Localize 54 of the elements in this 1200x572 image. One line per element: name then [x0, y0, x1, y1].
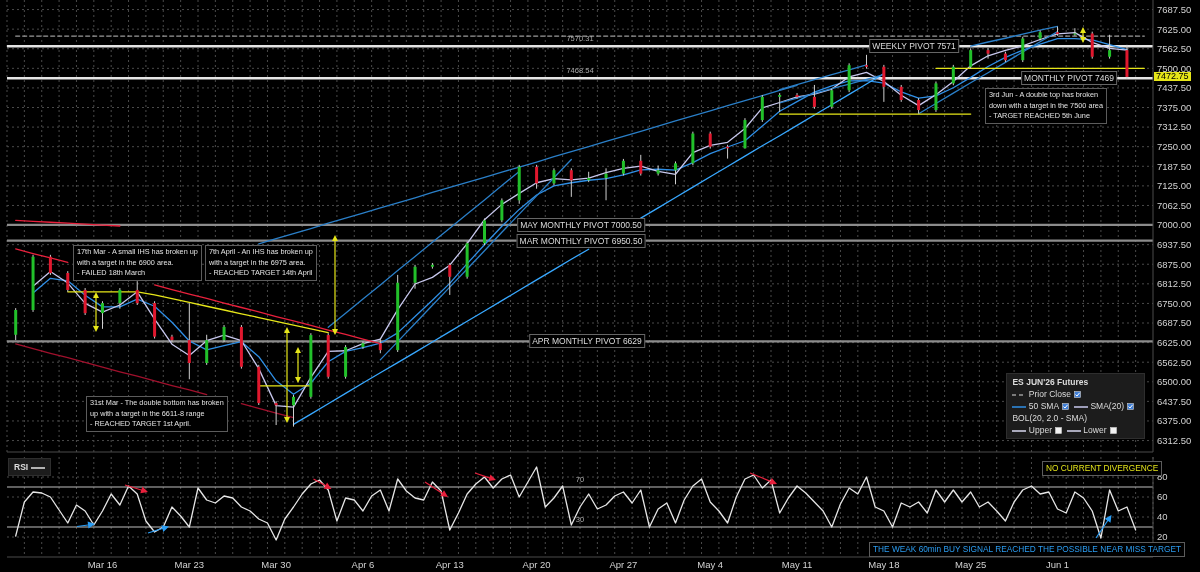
x-tick-label: May 4 [697, 558, 724, 570]
annotation: NO CURRENT DIVERGENCE [1046, 463, 1159, 473]
y-tick-label: 7562.50 [1157, 43, 1192, 55]
y-tick-label: 6875.00 [1157, 258, 1192, 270]
y-tick-label: 7687.50 [1157, 3, 1192, 15]
x-tick-label: Mar 23 [174, 558, 205, 570]
y-tick-label: 7125.00 [1157, 180, 1192, 192]
x-tick-label: Mar 30 [261, 558, 291, 570]
annotation: WEEKLY PIVOT 7571 [872, 41, 956, 52]
y-tick-label: 7625.00 [1157, 23, 1192, 35]
legend-label: SMA(20) [1090, 401, 1124, 411]
y-tick-label: 6937.50 [1157, 239, 1192, 251]
legend-title: ES JUN'26 Futures [1012, 377, 1089, 387]
x-tick-label: Apr 6 [351, 558, 375, 570]
x-tick-label: May 18 [868, 558, 900, 570]
y-tick-label: 6312.50 [1157, 434, 1192, 446]
y-tick-label: 6437.50 [1157, 395, 1192, 407]
annotation: BOL(20, 2.0 - SMA) [1012, 413, 1088, 423]
y-tick-label: 6500.00 [1157, 376, 1192, 388]
annotation: MAR MONTHLY PIVOT 6950.50 [519, 235, 643, 246]
y-tick-label: 6625.00 [1157, 336, 1192, 348]
y-tick-label: 40 [1157, 511, 1168, 523]
x-tick-label: May 25 [955, 558, 987, 570]
annotation: APR MONTHLY PIVOT 6629 [532, 336, 642, 347]
legend-label: Upper [1028, 425, 1052, 435]
legend-label: Prior Close [1028, 389, 1071, 399]
y-tick-label: 7187.50 [1157, 160, 1192, 172]
y-tick-label: 7437.50 [1157, 82, 1192, 94]
x-tick-label: Apr 20 [522, 558, 551, 570]
y-tick-label: 6750.00 [1157, 297, 1192, 309]
annotation: MONTHLY PIVOT 7469 [1024, 73, 1114, 84]
y-tick-label: 20 [1157, 531, 1168, 543]
text: 7472.75 [1156, 71, 1189, 82]
y-tick-label: 7500.00 [1157, 62, 1192, 74]
y-tick-label: 60 [1157, 491, 1168, 503]
x-tick-label: Mar 16 [87, 558, 118, 570]
y-tick-label: 6562.50 [1157, 356, 1192, 368]
y-tick-label: 6375.00 [1157, 415, 1192, 427]
y-tick-label: 7250.00 [1157, 141, 1192, 153]
x-tick-label: May 11 [781, 558, 813, 570]
x-tick-label: Apr 27 [609, 558, 638, 570]
annotation: MAY MONTHLY PIVOT 7000.50 [520, 219, 642, 230]
x-tick-label: Jun 1 [1045, 558, 1070, 570]
y-tick-label: 6812.50 [1157, 278, 1192, 290]
annotation: THE WEAK 60min BUY SIGNAL REACHED THE POSSIBLE NEAR MISS TARGET [873, 544, 1181, 554]
legend-label: Lower [1083, 425, 1107, 435]
x-tick-label: Apr 13 [435, 558, 464, 570]
legend-label: RSI [14, 462, 29, 472]
y-tick-label: 7375.00 [1157, 101, 1192, 113]
y-tick-label: 7312.50 [1157, 121, 1192, 133]
legend-label: 50 SMA [1028, 401, 1060, 411]
y-tick-label: 7000.00 [1157, 219, 1192, 231]
y-tick-label: 6687.50 [1157, 317, 1192, 329]
y-tick-label: 7062.50 [1157, 199, 1192, 211]
